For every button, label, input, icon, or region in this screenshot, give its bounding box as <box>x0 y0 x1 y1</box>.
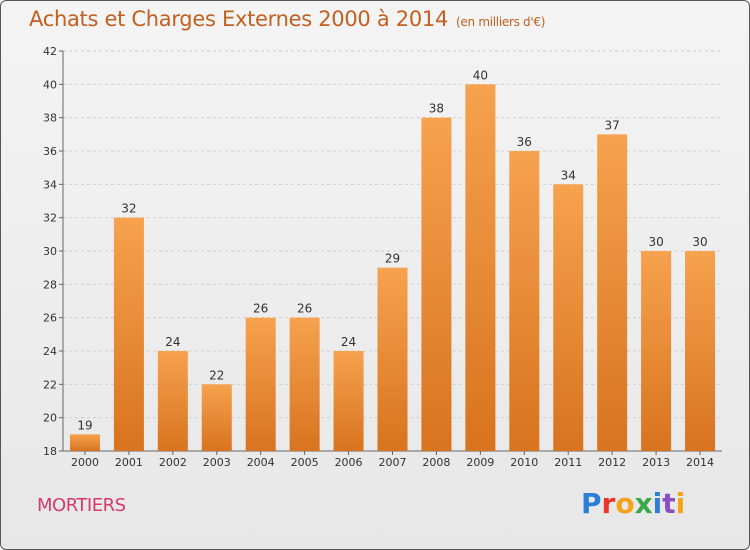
data-label-2004: 26 <box>253 302 268 316</box>
y-tick-label: 20 <box>43 412 57 425</box>
x-tick-label-2011: 2011 <box>554 456 582 469</box>
x-tick-label-2008: 2008 <box>422 456 450 469</box>
bar-2000 <box>69 434 100 451</box>
data-label-2009: 40 <box>473 68 488 82</box>
y-tick-label: 22 <box>43 378 57 391</box>
chart-subtitle: (en milliers d'€) <box>456 15 546 29</box>
data-labels: 19 32 24 22 26 26 24 29 38 40 36 34 37 30 30 <box>77 68 707 432</box>
bar-2006 <box>333 351 364 451</box>
y-tick-label: 38 <box>43 112 57 125</box>
bar-2004 <box>245 317 276 451</box>
y-tick-label: 18 <box>43 445 57 458</box>
bars <box>69 84 716 452</box>
x-tick-label-2006: 2006 <box>335 456 363 469</box>
x-tick-label-2009: 2009 <box>466 456 494 469</box>
data-label-2005: 26 <box>297 302 312 316</box>
data-label-2013: 30 <box>648 235 663 249</box>
bar-2007 <box>377 267 408 451</box>
y-tick-label: 40 <box>43 78 57 91</box>
x-tick-label-2002: 2002 <box>159 456 187 469</box>
x-tick-label-2014: 2014 <box>686 456 714 469</box>
proxiti-logo[interactable]: Proxiti <box>581 487 686 520</box>
chart-title: Achats et Charges Externes 2000 à 2014 (e… <box>29 7 545 31</box>
x-tick-label-2004: 2004 <box>247 456 275 469</box>
data-label-2001: 32 <box>121 202 136 216</box>
x-tick-label-2013: 2013 <box>642 456 670 469</box>
y-tick-label: 26 <box>43 312 57 325</box>
data-label-2002: 24 <box>165 335 180 349</box>
bar-2012 <box>597 134 628 452</box>
bar-2001 <box>113 217 144 451</box>
data-label-2008: 38 <box>429 102 444 116</box>
town-name: MORTIERS <box>37 495 126 516</box>
bar-2005 <box>289 317 320 451</box>
bar-2002 <box>157 351 188 451</box>
data-label-2011: 34 <box>561 168 576 182</box>
x-tick-label-2000: 2000 <box>71 456 99 469</box>
bar-2010 <box>509 151 540 451</box>
bar-2011 <box>553 184 584 452</box>
data-label-2000: 19 <box>77 418 92 432</box>
x-tick-label-2001: 2001 <box>115 456 143 469</box>
data-label-2012: 37 <box>605 118 620 132</box>
x-tick-label-2007: 2007 <box>379 456 407 469</box>
bar-2008 <box>421 117 452 452</box>
x-tick-label-2012: 2012 <box>598 456 626 469</box>
data-label-2007: 29 <box>385 252 400 266</box>
bar-2013 <box>641 251 672 451</box>
data-label-2006: 24 <box>341 335 356 349</box>
y-tick-label: 36 <box>43 145 57 158</box>
bar-2009 <box>465 84 496 451</box>
chart-title-text: Achats et Charges Externes 2000 à 2014 <box>29 7 449 31</box>
data-label-2010: 36 <box>517 135 532 149</box>
y-tick-label: 42 <box>43 45 57 58</box>
x-tick-label-2005: 2005 <box>291 456 319 469</box>
y-tick-label: 32 <box>43 212 57 225</box>
y-tick-label: 30 <box>43 245 57 258</box>
x-tick-label-2010: 2010 <box>510 456 538 469</box>
data-label-2003: 22 <box>209 368 224 382</box>
y-tick-label: 24 <box>43 345 57 358</box>
bar-2003 <box>201 384 232 451</box>
y-tick-label: 34 <box>43 178 57 191</box>
bar-2014 <box>685 251 716 451</box>
tick-labels: 18 20 22 24 26 28 30 32 34 36 38 40 42 2000 2001 2002 20… <box>43 45 714 469</box>
y-tick-label: 28 <box>43 278 57 291</box>
x-tick-label-2003: 2003 <box>203 456 231 469</box>
data-label-2014: 30 <box>692 235 707 249</box>
